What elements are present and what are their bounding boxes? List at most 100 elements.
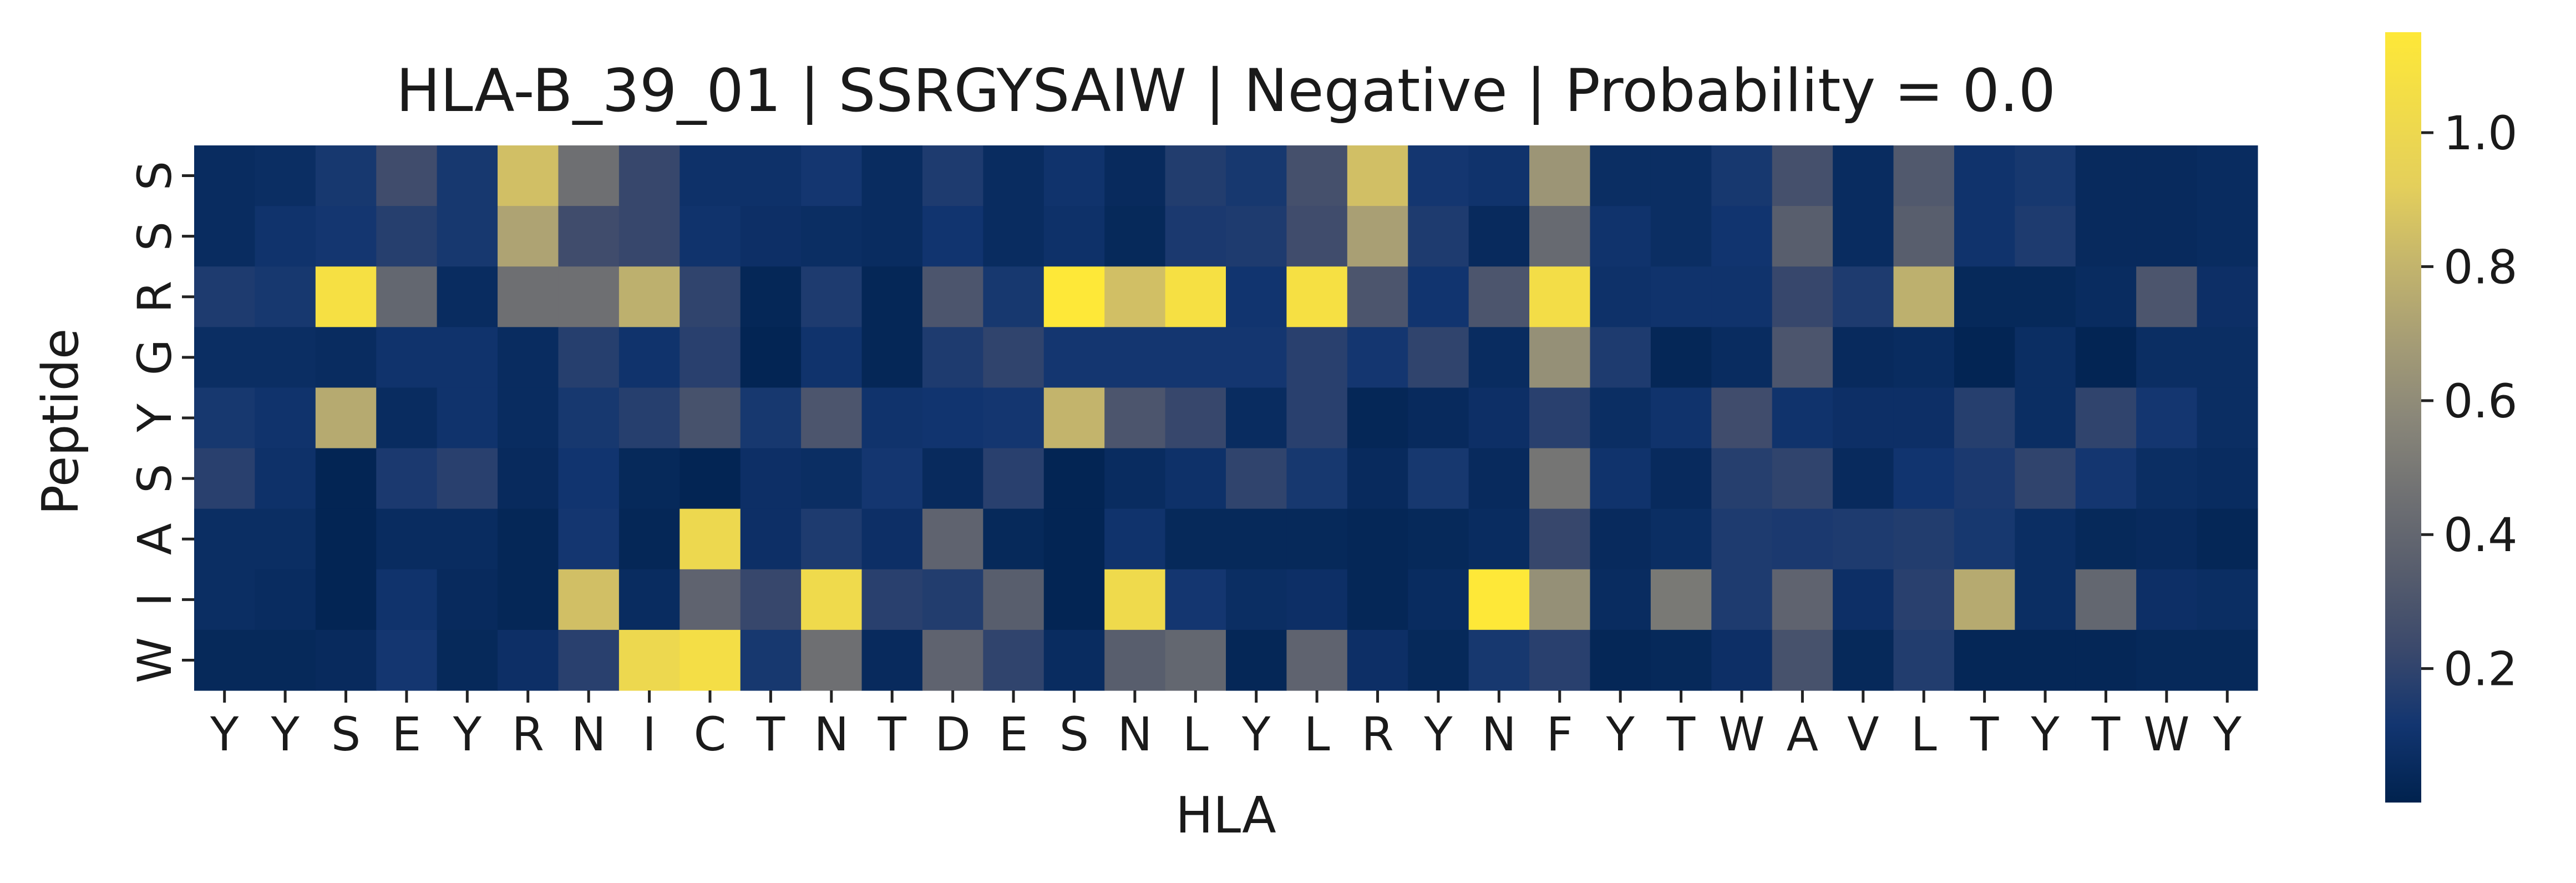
heatmap-cell	[1468, 206, 1530, 267]
heatmap-cell	[1529, 145, 1591, 206]
x-tick-label: L	[1183, 707, 1209, 761]
heatmap-cell	[2197, 266, 2258, 327]
heatmap-cell	[315, 327, 377, 388]
x-tick-label: F	[1546, 707, 1573, 761]
heatmap-cell	[498, 508, 559, 570]
heatmap-cell	[1833, 569, 1894, 630]
heatmap-cell	[558, 206, 620, 267]
x-tick-label: W	[2143, 707, 2189, 761]
heatmap-cell	[1468, 266, 1530, 327]
x-axis-label: HLA	[1175, 786, 1276, 845]
heatmap-cell	[1347, 266, 1408, 327]
heatmap-cell	[801, 569, 863, 630]
y-axis-ticks: SSRGYSAIW	[128, 161, 194, 683]
heatmap-cell	[1408, 629, 1469, 691]
heatmap-cell	[983, 508, 1044, 570]
heatmap-cell	[740, 387, 802, 449]
heatmap-cell	[437, 629, 498, 691]
x-tick-label: L	[1304, 707, 1330, 761]
heatmap-cell	[1043, 266, 1105, 327]
heatmap-cell	[1711, 508, 1773, 570]
heatmap-cell	[1590, 387, 1651, 449]
heatmap-cell	[376, 145, 438, 206]
heatmap-cell	[194, 206, 256, 267]
heatmap-cell	[1347, 327, 1408, 388]
heatmap-cell	[1468, 145, 1530, 206]
x-tick-label: Y	[270, 707, 300, 761]
heatmap-cell	[1408, 327, 1469, 388]
heatmap-cell	[1711, 387, 1773, 449]
heatmap-cell	[1893, 508, 1955, 570]
heatmap-cell	[1529, 266, 1591, 327]
heatmap-cell	[2015, 508, 2076, 570]
heatmap-cell	[1954, 145, 2015, 206]
y-axis-label: Peptide	[32, 329, 90, 515]
heatmap-cell	[1529, 569, 1591, 630]
heatmap-cell	[1590, 508, 1651, 570]
heatmap-cell	[498, 569, 559, 630]
heatmap-cell	[498, 327, 559, 388]
heatmap-cell	[1226, 448, 1287, 509]
heatmap-cell	[1226, 266, 1287, 327]
heatmap-cell	[801, 508, 863, 570]
heatmap-cell	[558, 629, 620, 691]
heatmap-cell	[376, 508, 438, 570]
colorbar-tick-label: 1.0	[2443, 106, 2518, 160]
heatmap-cell	[680, 508, 741, 570]
heatmap-cell	[255, 266, 316, 327]
heatmap-cell	[1286, 448, 1348, 509]
heatmap-cell	[1468, 448, 1530, 509]
heatmap-cell	[1954, 206, 2015, 267]
x-tick-label: Y	[2030, 707, 2060, 761]
y-tick-label: G	[128, 339, 182, 375]
heatmap-cell	[801, 206, 863, 267]
heatmap-cell	[1347, 387, 1408, 449]
heatmap-cell	[558, 448, 620, 509]
heatmap-cell	[2015, 569, 2076, 630]
heatmap-cell	[1286, 206, 1348, 267]
heatmap-cell	[1104, 448, 1166, 509]
heatmap-cell	[2075, 387, 2137, 449]
heatmap-cell	[1468, 508, 1530, 570]
heatmap-cell	[255, 327, 316, 388]
y-tick-label: A	[128, 523, 182, 554]
heatmap-cell	[861, 387, 923, 449]
heatmap-cell	[255, 145, 316, 206]
heatmap-cell	[1711, 145, 1773, 206]
heatmap-cell	[861, 629, 923, 691]
heatmap-cell	[1104, 508, 1166, 570]
colorbar-tick-label: 0.4	[2443, 508, 2518, 562]
heatmap-cell	[740, 327, 802, 388]
heatmap-cell	[1165, 266, 1226, 327]
heatmap-cell	[1529, 206, 1591, 267]
heatmap-cell	[680, 629, 741, 691]
heatmap-cell	[1347, 206, 1408, 267]
heatmap-cell	[1772, 206, 1833, 267]
heatmap-cell	[1893, 206, 1955, 267]
x-tick-label: T	[756, 707, 785, 761]
heatmap-cell	[2015, 448, 2076, 509]
heatmap-cell	[1772, 508, 1833, 570]
heatmap-cell	[1954, 569, 2015, 630]
heatmap-cell	[1590, 206, 1651, 267]
heatmap-cell	[2197, 387, 2258, 449]
heatmap-cell	[618, 387, 680, 449]
heatmap-cell	[1954, 629, 2015, 691]
heatmap-cell	[1043, 569, 1105, 630]
x-tick-label: N	[1117, 707, 1152, 761]
heatmap-cell	[1650, 206, 1712, 267]
heatmap-cell	[1286, 145, 1348, 206]
x-tick-label: S	[331, 707, 361, 761]
heatmap-cell	[618, 266, 680, 327]
heatmap-cell	[194, 387, 256, 449]
heatmap-cell	[1286, 327, 1348, 388]
heatmap-cell	[1711, 266, 1773, 327]
x-tick-label: T	[2091, 707, 2121, 761]
heatmap-cell	[861, 448, 923, 509]
heatmap-cell	[437, 569, 498, 630]
heatmap-cell	[922, 569, 983, 630]
heatmap-cell	[2197, 629, 2258, 691]
heatmap-cell	[2075, 629, 2137, 691]
heatmap-cell	[861, 569, 923, 630]
